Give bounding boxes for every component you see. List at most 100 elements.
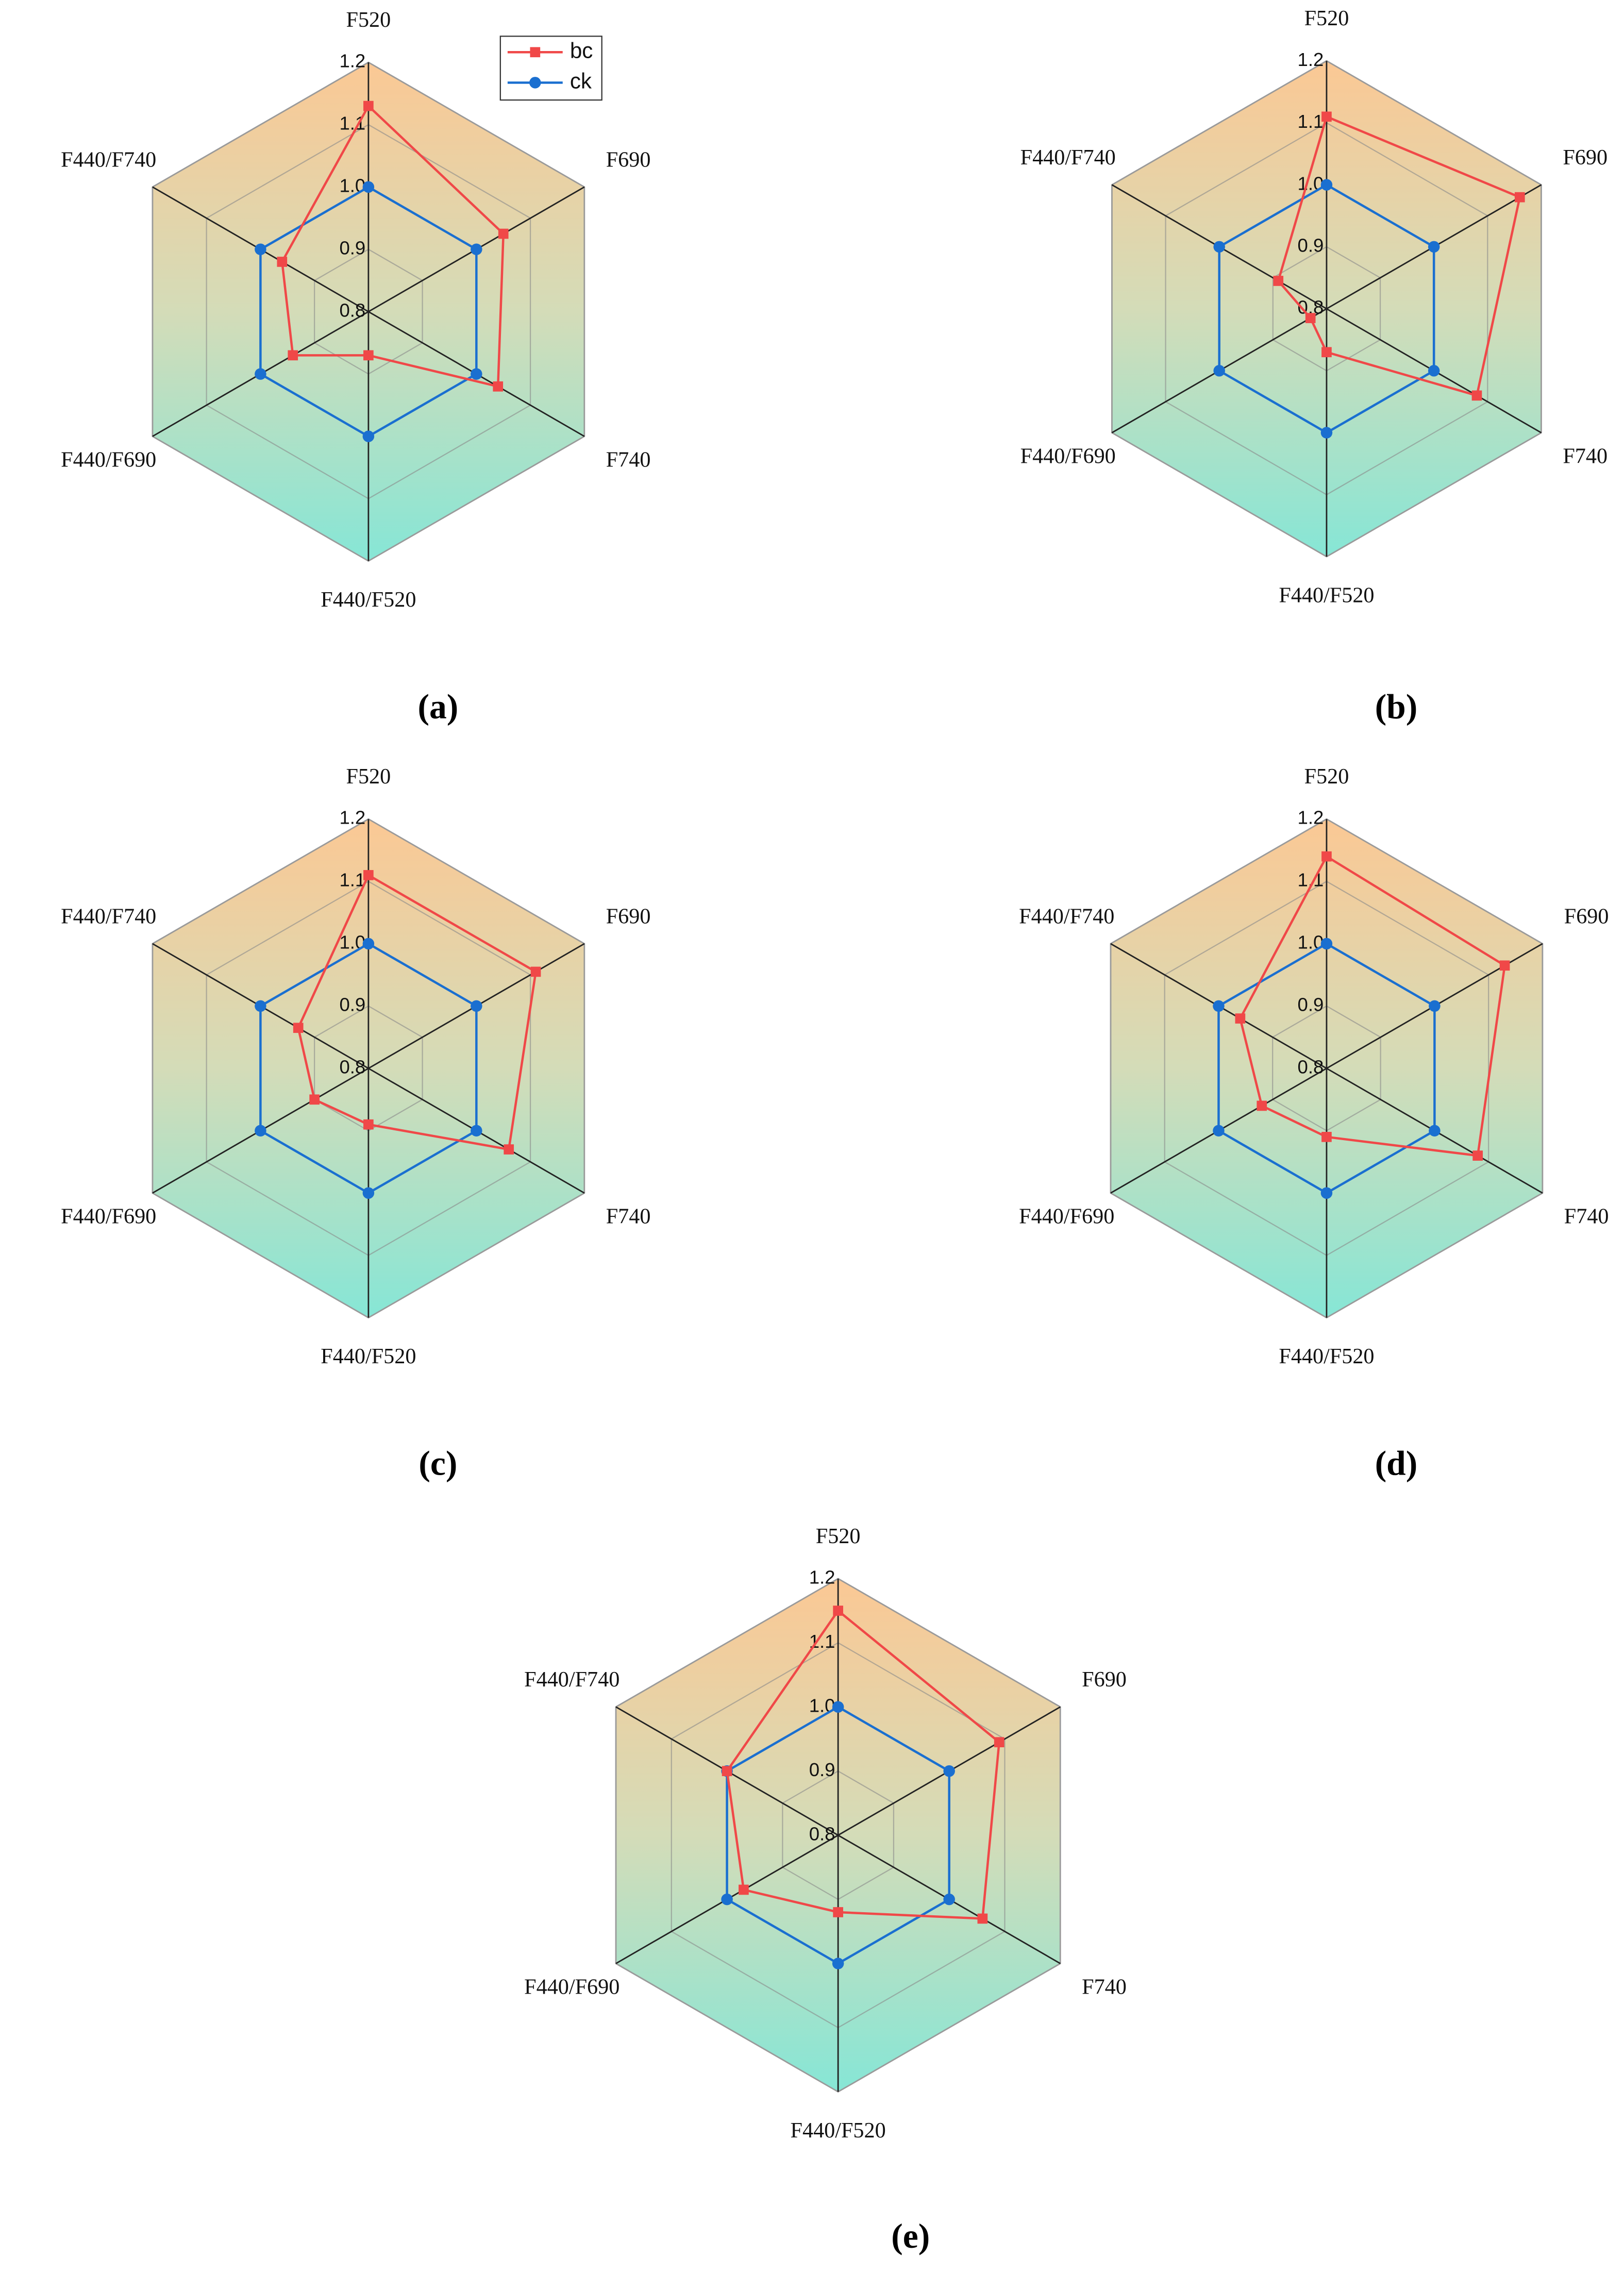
axis-label: F440/F520 <box>791 2118 886 2143</box>
marker <box>1213 365 1225 377</box>
axis-label: F690 <box>1564 904 1609 928</box>
radar-panel: F520 F690 F740 F440/F520 F440/F690 F440/F740 0… <box>1020 6 1608 726</box>
marker <box>288 350 298 361</box>
radar-panel: F520 F690 F740 F440/F520 F440/F690 F440/F740 0… <box>61 764 650 1483</box>
r-tick-label: 1.0 <box>339 175 365 196</box>
marker <box>504 1144 514 1155</box>
marker <box>1235 1013 1246 1024</box>
marker <box>277 257 288 267</box>
marker <box>722 1766 732 1777</box>
marker <box>1320 1187 1333 1199</box>
axis-label: F440/F740 <box>1019 904 1114 928</box>
r-tick-label: 0.8 <box>339 299 365 321</box>
axis-label: F690 <box>606 904 651 928</box>
radar-panel: F520 F690 F740 F440/F520 F440/F690 F440/F740 0… <box>61 8 650 726</box>
marker <box>255 1000 266 1012</box>
marker <box>833 1606 843 1616</box>
axis-label: F440/F690 <box>1020 444 1116 468</box>
r-tick-label: 1.0 <box>1298 173 1324 194</box>
r-tick-label: 1.2 <box>339 51 365 72</box>
axis-label: F740 <box>606 447 651 472</box>
r-tick-label: 0.9 <box>1298 994 1324 1015</box>
marker <box>1428 241 1440 253</box>
marker <box>1472 1150 1483 1161</box>
marker <box>363 350 374 361</box>
marker <box>309 1094 320 1105</box>
marker <box>943 1893 955 1906</box>
marker <box>1321 347 1332 358</box>
marker <box>255 243 266 255</box>
marker <box>1320 938 1333 950</box>
axis-label: F440/F520 <box>1279 583 1374 607</box>
axis-label: F520 <box>1304 764 1349 789</box>
legend-label: bc <box>570 38 593 62</box>
axis-label: F440/F520 <box>1279 1344 1374 1368</box>
axis-label: F440/F690 <box>61 447 156 472</box>
panel-label: (a) <box>418 688 459 726</box>
marker <box>362 1187 375 1199</box>
marker <box>363 101 374 111</box>
marker <box>530 966 541 977</box>
marker <box>832 1958 844 1969</box>
axis-label: F740 <box>1563 444 1608 468</box>
marker <box>832 1701 844 1713</box>
marker <box>1429 1000 1441 1012</box>
marker <box>1321 1132 1332 1142</box>
axis-label: F440/F690 <box>524 1975 620 1999</box>
r-tick-label: 0.9 <box>1298 235 1324 256</box>
panel-label: (d) <box>1375 1444 1418 1483</box>
marker <box>471 1125 482 1136</box>
marker <box>471 1000 482 1012</box>
axis-label: F440/F740 <box>61 147 156 172</box>
legend-label: ck <box>570 69 592 93</box>
marker <box>943 1765 955 1777</box>
marker <box>362 181 375 193</box>
axis-label: F740 <box>606 1205 651 1229</box>
axis-label: F690 <box>1563 145 1608 170</box>
marker <box>1320 179 1333 191</box>
axis-label: F440/F690 <box>1019 1205 1114 1229</box>
legend-marker <box>530 47 541 58</box>
marker <box>1257 1100 1267 1111</box>
marker <box>1273 276 1284 286</box>
marker <box>255 368 266 380</box>
marker <box>1213 241 1225 253</box>
marker <box>293 1023 304 1033</box>
panel-label: (b) <box>1375 688 1418 726</box>
legend-box <box>499 36 602 101</box>
marker <box>1305 313 1316 323</box>
axis-label: F520 <box>346 764 391 789</box>
marker <box>471 368 482 380</box>
r-tick-label: 1.0 <box>339 932 365 953</box>
marker <box>1514 192 1525 203</box>
marker <box>1428 365 1440 377</box>
marker <box>1499 960 1510 971</box>
marker <box>1321 111 1332 122</box>
marker <box>1320 427 1333 439</box>
axis-label: F440/F520 <box>321 1344 416 1368</box>
legend-marker <box>529 77 541 89</box>
axis-label: F440/F520 <box>321 588 416 612</box>
marker <box>977 1913 988 1924</box>
r-tick-label: 0.8 <box>339 1056 365 1077</box>
radar-panel: F520 F690 F740 F440/F520 F440/F690 F440/F740 0… <box>524 1524 1127 2255</box>
r-tick-label: 1.2 <box>339 807 365 828</box>
marker <box>1213 1000 1225 1012</box>
r-tick-label: 1.0 <box>809 1695 835 1716</box>
marker <box>498 228 509 239</box>
r-tick-label: 1.1 <box>339 113 365 134</box>
panel-label: (c) <box>418 1444 457 1483</box>
marker <box>493 381 504 392</box>
marker <box>833 1907 843 1917</box>
axis-label: F440/F690 <box>61 1205 156 1229</box>
marker <box>255 1125 266 1136</box>
axis-label: F740 <box>1564 1205 1609 1229</box>
r-tick-label: 1.1 <box>1298 111 1324 132</box>
panel-label: (e) <box>891 2217 930 2255</box>
marker <box>363 1119 374 1130</box>
marker <box>994 1737 1004 1748</box>
marker <box>1213 1125 1225 1136</box>
axis-label: F520 <box>346 8 391 32</box>
r-tick-label: 1.2 <box>1298 49 1324 70</box>
